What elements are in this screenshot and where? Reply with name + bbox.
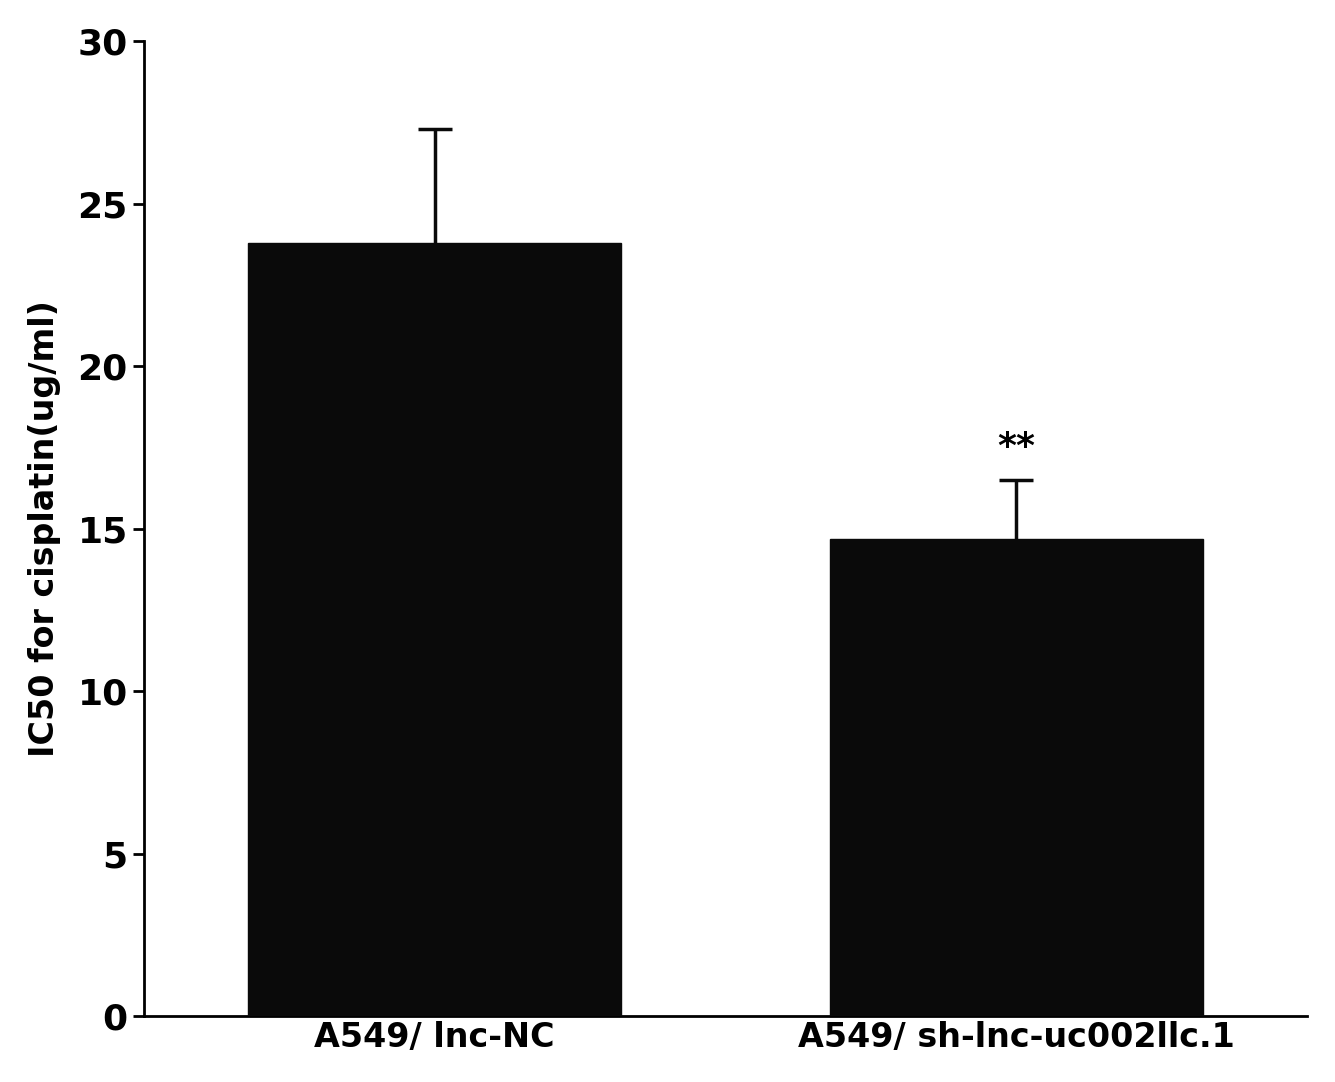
Bar — [830, 539, 1203, 1016]
Bar — [248, 242, 621, 1016]
Text: **: ** — [997, 430, 1036, 464]
Y-axis label: IC50 for cisplatin(ug/ml): IC50 for cisplatin(ug/ml) — [28, 301, 61, 757]
